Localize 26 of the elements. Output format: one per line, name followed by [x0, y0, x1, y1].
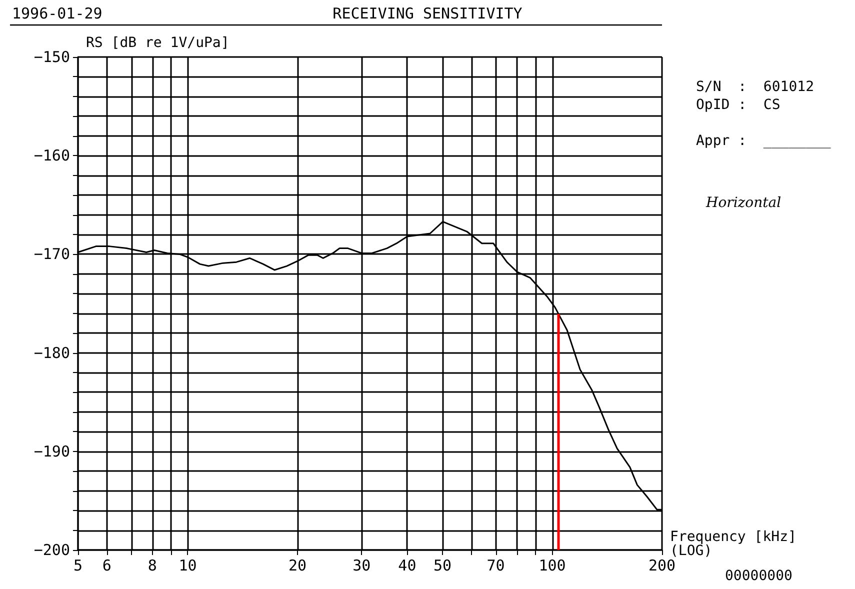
y-tick-label: −150 [34, 48, 70, 66]
x-tick-label: 40 [398, 556, 416, 574]
x-tick-label: 10 [178, 556, 197, 574]
y-tick-label: −200 [34, 541, 70, 559]
x-tick-label: 30 [352, 556, 371, 574]
chart-title: RECEIVING SENSITIVITY [332, 4, 522, 22]
x-tick-label: 20 [288, 556, 306, 574]
x-tick-label: 8 [148, 556, 157, 574]
x-tick-label: 5 [73, 556, 83, 574]
x-tick-label: 200 [648, 556, 676, 574]
text: OpID : CS [696, 97, 780, 113]
y-tick-label: −170 [34, 245, 70, 264]
x-tick-label: 100 [538, 556, 566, 574]
x-tick-label: 6 [102, 556, 112, 574]
text: Appr : ________ [696, 133, 832, 149]
y-axis-title: RS [dB re 1V/uPa] [86, 35, 230, 51]
text: Horizontal [705, 195, 782, 211]
y-tick-label: −160 [34, 146, 70, 165]
y-tick-label: −180 [34, 344, 70, 362]
y-tick-label: −190 [34, 442, 70, 460]
x-tick-label: 50 [434, 556, 452, 574]
text: S/N : 601012 [696, 79, 814, 95]
x-axis-title: Frequency [kHz] (LOG) [670, 529, 796, 559]
text: 00000000 [725, 568, 792, 584]
x-tick-label: 70 [486, 556, 505, 574]
text: 1996-01-29 [12, 4, 102, 22]
